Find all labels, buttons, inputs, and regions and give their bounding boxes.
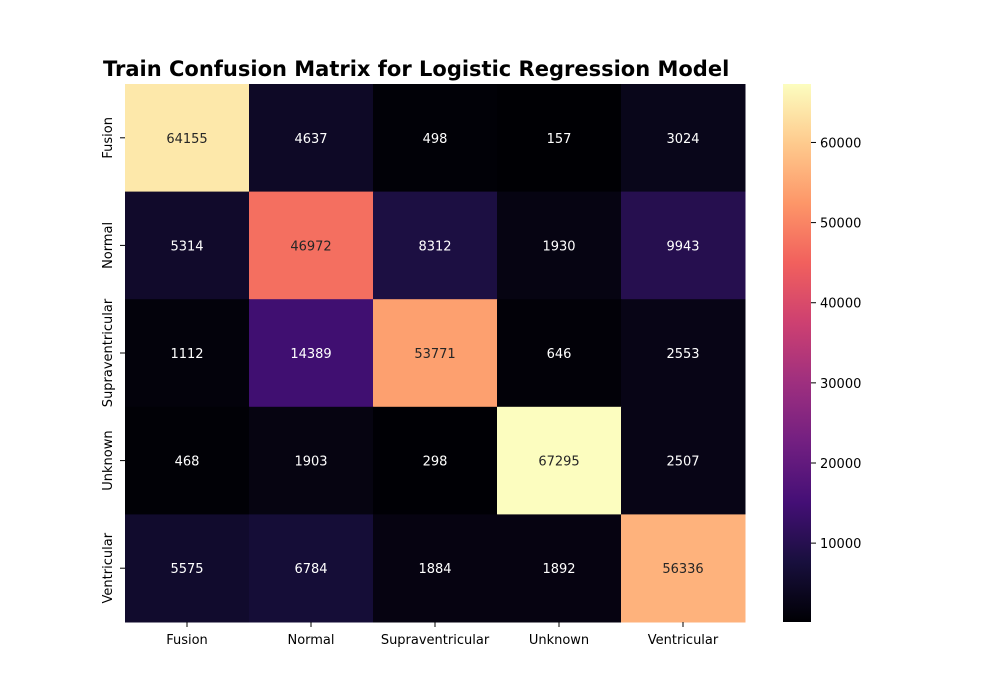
colorbar-tick-label: 50000 [820, 217, 861, 232]
heatmap-cell [497, 191, 622, 300]
x-axis: Fusion Normal Supraventricular Unknown Ventr… [166, 622, 719, 648]
heatmap-cell [497, 406, 622, 515]
y-tick-label: Supraventricular [101, 298, 116, 407]
heatmap-cell [497, 84, 622, 193]
heatmap-cell [497, 299, 622, 408]
heatmap-cell [249, 191, 374, 300]
heatmap-cell [125, 406, 250, 515]
cell-value-label: 157 [547, 132, 572, 147]
cell-value-label: 498 [423, 132, 448, 147]
heatmap-cell [373, 406, 498, 515]
cell-value-label: 1112 [170, 347, 203, 362]
cell-value-label: 8312 [418, 239, 451, 254]
heatmap-cell [125, 299, 250, 408]
colorbar-tick-label: 40000 [820, 297, 861, 312]
heatmap-cell [621, 84, 746, 193]
cell-value-label: 5575 [170, 562, 203, 577]
cell-value-label: 56336 [662, 562, 703, 577]
x-tick-label: Unknown [529, 633, 589, 648]
heatmap-cell [125, 84, 250, 193]
heatmap-cell [125, 191, 250, 300]
cell-value-label: 646 [547, 347, 572, 362]
colorbar-tick-label: 60000 [820, 136, 861, 151]
y-tick-label: Normal [101, 222, 116, 269]
y-tick-label: Fusion [101, 117, 116, 159]
cell-value-label: 298 [423, 455, 448, 470]
heatmap-cell [373, 514, 498, 623]
heatmap-cell [249, 299, 374, 408]
cell-value-label: 1884 [418, 562, 451, 577]
heatmap-cell [621, 406, 746, 515]
colorbar: 10000 20000 30000 40000 50000 60000 [783, 84, 861, 622]
cell-value-label: 5314 [170, 239, 203, 254]
heatmap-cell [373, 299, 498, 408]
cell-value-label: 2507 [666, 455, 699, 470]
x-tick-label: Normal [287, 633, 334, 648]
colorbar-tick-label: 30000 [820, 377, 861, 392]
cell-value-label: 64155 [166, 132, 207, 147]
cell-value-label: 1930 [542, 239, 575, 254]
heatmap-cell [373, 191, 498, 300]
cell-value-label: 9943 [666, 239, 699, 254]
cell-value-label: 53771 [414, 347, 455, 362]
heatmap-cell [621, 191, 746, 300]
colorbar-tick-label: 20000 [820, 457, 861, 472]
heatmap-cell [621, 514, 746, 623]
heatmap-cell [373, 84, 498, 193]
x-tick-label: Supraventricular [381, 633, 490, 648]
chart-title: Train Confusion Matrix for Logistic Regr… [103, 57, 729, 81]
cell-value-label: 6784 [294, 562, 327, 577]
x-tick-label: Ventricular [648, 633, 719, 648]
colorbar-tick-label: 10000 [820, 537, 861, 552]
heatmap-cell [249, 84, 374, 193]
heatmap-cell [621, 299, 746, 408]
heatmap-cell [125, 514, 250, 623]
heatmap-cell [497, 514, 622, 623]
cell-value-label: 14389 [290, 347, 331, 362]
y-axis: Fusion Normal Supraventricular Unknown Ventr… [101, 117, 125, 603]
cell-value-label: 1903 [294, 455, 327, 470]
y-tick-label: Unknown [101, 430, 116, 490]
heatmap-grid: 64155 4637 498 157 3024 5314 46972 8312 1930 9943… [125, 84, 746, 623]
cell-value-label: 46972 [290, 239, 331, 254]
cell-value-label: 4637 [294, 132, 327, 147]
cell-value-label: 3024 [666, 132, 699, 147]
heatmap-cell [249, 514, 374, 623]
y-tick-label: Ventricular [101, 532, 116, 603]
cell-value-label: 1892 [542, 562, 575, 577]
cell-value-label: 2553 [666, 347, 699, 362]
cell-value-label: 67295 [538, 455, 579, 470]
heatmap-cell [249, 406, 374, 515]
x-tick-label: Fusion [166, 633, 208, 648]
colorbar-gradient [783, 84, 811, 622]
cell-value-label: 468 [175, 455, 200, 470]
